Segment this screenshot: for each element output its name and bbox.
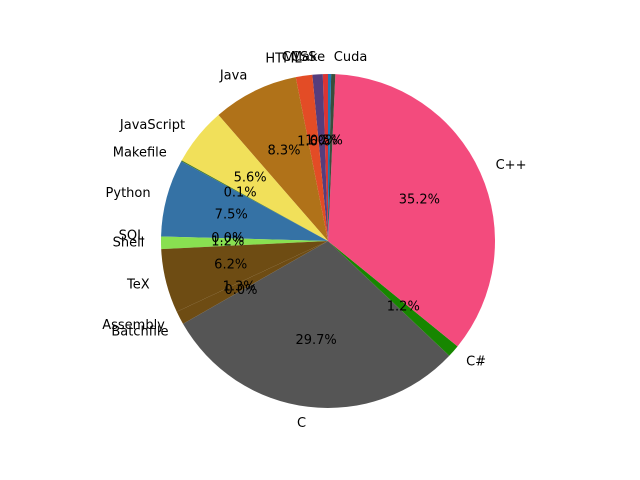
slice-label-assembly-10: Assembly [102,318,165,333]
slice-pct-makefile-5: 0.1% [224,185,257,200]
slice-label-python-6: Python [106,186,151,201]
slice-label-cplusplus-14: C++ [496,158,527,173]
slice-pct-tex-9: 6.2% [214,258,247,273]
pie-slice-java-3 [218,77,328,242]
pie-slice-c-12 [183,241,450,408]
slice-label-cmake-0: CMake [282,50,325,65]
pie-slice-cplusplus-14 [328,74,496,347]
slice-label-csharp-13: C# [466,355,486,370]
slice-label-sql-7: SQL [119,229,145,244]
slice-label-css-1: CSS [291,50,317,65]
slice-label-c-12: C [297,416,306,431]
slice-label-shell-8: Shell [113,236,145,251]
slice-pct-sql-7: 0.0% [211,231,244,246]
slice-pct-shell-8: 1.2% [211,235,244,250]
pie-slice-javascript-4 [181,114,328,241]
pie-slice-shell-8 [161,236,328,250]
pie-slice-cmake-0 [322,73,328,241]
slice-pct-assembly-10: 1.3% [223,280,256,295]
slice-label-java-3: Java [219,69,247,84]
slice-label-html-2: HTML [265,52,302,67]
pie-slice-css-1 [312,74,328,241]
slice-pct-css-1: 1.0% [305,134,338,149]
slice-label-javascript-4: JavaScript [119,118,185,133]
pie-slices [161,73,496,408]
slice-pct-java-3: 8.3% [267,144,300,159]
slice-pct-cplusplus-14: 35.2% [399,192,440,207]
slice-label-tex-9: TeX [126,278,150,293]
pie-slice-python-6 [161,161,328,241]
slice-pct-python-6: 7.5% [215,208,248,223]
slice-pct-cmake-0: 0.5% [310,133,343,148]
slice-label-makefile-5: Makefile [113,145,167,160]
slice-pct-csharp-13: 1.2% [387,300,420,315]
slice-label-batchfile-11: Batchfile [111,325,168,340]
pie-slice-makefile-5 [181,160,328,241]
slice-label-cuda-15: Cuda [334,50,368,65]
pie-slice-unlabeled-16 [328,74,332,241]
slice-pct-batchfile-11: 0.0% [224,283,257,298]
pie-slice-csharp-13 [328,241,458,356]
slice-pct-html-2: 1.6% [297,134,330,149]
slice-pct-javascript-4: 5.6% [234,171,267,186]
pie-slice-html-2 [295,74,328,242]
slice-pct-c-12: 29.7% [295,333,336,348]
pie-slice-assembly-10 [176,241,328,324]
pie-slice-tex-9 [161,241,328,312]
pie-slice-cuda-15 [328,74,336,241]
pie-labels: CMake 0.5% CSS 1.0% HTML 1.6% Java 8.3% JavaScri… [102,50,526,431]
